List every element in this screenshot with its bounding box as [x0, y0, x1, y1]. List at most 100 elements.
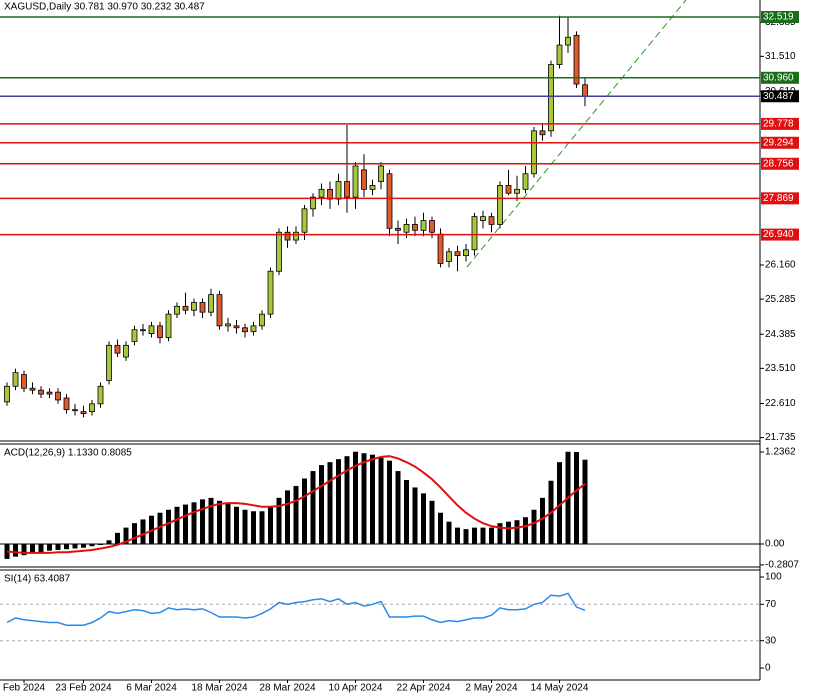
candle-body: [12, 372, 19, 387]
macd-bar: [302, 478, 307, 545]
candle-body: [310, 196, 316, 210]
x-tick-label: 2 May 2024: [465, 683, 518, 694]
candle-body: [488, 216, 495, 225]
macd-bar: [446, 521, 452, 545]
y-tick-label: 70: [765, 599, 777, 610]
candle-body: [72, 409, 78, 412]
level-label: 30.487: [763, 91, 794, 102]
x-tick-label: 28 Mar 2024: [259, 683, 316, 694]
candle-body: [539, 130, 546, 136]
candle-body: [429, 220, 435, 233]
macd-bar: [310, 471, 316, 545]
macd-bar: [370, 454, 375, 545]
macd-bar: [55, 544, 61, 550]
candle-body: [497, 185, 503, 225]
macd-bar: [30, 544, 35, 554]
macd-bar: [115, 532, 120, 545]
macd-bar: [293, 485, 299, 545]
macd-bar: [191, 502, 197, 545]
candle-body: [55, 391, 61, 401]
candle-body: [63, 397, 70, 411]
macd-bar: [285, 490, 290, 545]
candle-body: [89, 403, 95, 413]
macd-bar: [47, 544, 52, 551]
level-label: 30.960: [763, 72, 794, 83]
level-label-box: [761, 192, 799, 205]
rsi-line: [6, 592, 586, 626]
level-label-box: [761, 71, 799, 84]
macd-bar: [582, 459, 588, 545]
macd-bar: [234, 506, 239, 545]
macd-bar: [13, 544, 18, 557]
candle-body: [531, 130, 537, 175]
x-tick-label: 6 Mar 2024: [126, 683, 177, 694]
candle-body: [46, 391, 53, 395]
candle-body: [548, 64, 554, 132]
macd-bar: [319, 465, 324, 545]
macd-bar: [361, 453, 367, 545]
macd-bar: [225, 503, 231, 545]
macd-bar: [123, 527, 129, 545]
macd-bar: [217, 500, 222, 545]
candle-body: [225, 323, 231, 327]
macd-bar: [174, 506, 180, 545]
macd-bar: [106, 540, 112, 545]
macd-bar: [540, 497, 545, 545]
candle-body: [505, 185, 512, 194]
level-label: 28.756: [763, 158, 794, 169]
macd-bar: [81, 544, 86, 548]
candle-body: [165, 313, 172, 338]
y-tick-label: 21.735: [765, 432, 796, 443]
x-tick-label: 23 Feb 2024: [55, 683, 112, 694]
candle-body: [395, 227, 401, 231]
macd-bar: [531, 509, 537, 545]
macd-bar: [166, 509, 171, 545]
macd-bar: [472, 527, 477, 545]
macd-bar: [497, 523, 503, 545]
candle-body: [556, 44, 563, 65]
candle-body: [148, 325, 155, 335]
macd-title: ACD(12,26,9) 1.1330 0.8085: [4, 448, 132, 459]
candle-body: [335, 181, 342, 200]
candle-body: [514, 188, 520, 194]
level-label: 32.519: [763, 12, 794, 23]
signal-line: [6, 455, 586, 554]
macd-bar: [140, 519, 146, 545]
candle-body: [284, 231, 291, 241]
candle-body: [216, 294, 223, 327]
candle-body: [191, 302, 197, 311]
candle-body: [208, 294, 214, 313]
candle-body: [97, 385, 104, 405]
candle-body: [293, 231, 299, 241]
y-tick-label: 23.510: [765, 363, 796, 374]
candle-body: [276, 231, 282, 272]
macd-bar: [404, 480, 409, 545]
candle-body: [471, 216, 478, 251]
candle-body: [267, 270, 274, 315]
level-label-box: [761, 90, 799, 103]
y-tick-label: 100: [765, 572, 782, 583]
macd-bar: [64, 544, 69, 550]
level-label-box: [761, 228, 799, 241]
y-tick-label: 0: [765, 663, 771, 674]
level-label-box: [761, 11, 799, 24]
candle-body: [573, 34, 580, 85]
macd-bar: [89, 544, 95, 547]
macd-bar: [523, 517, 528, 545]
candle-body: [80, 411, 87, 414]
candle-body: [131, 329, 138, 342]
y-tick-label: 24.385: [765, 329, 796, 340]
macd-bar: [336, 459, 341, 545]
macd-bar: [72, 544, 78, 549]
candle-body: [361, 169, 367, 190]
candle-body: [157, 325, 163, 338]
candle-body: [318, 188, 325, 198]
macd-bar: [38, 544, 44, 553]
candle-body: [301, 208, 308, 233]
macd-bar: [327, 462, 333, 545]
y-tick-label: 22.610: [765, 398, 796, 409]
candle-body: [4, 385, 10, 403]
macd-bar: [21, 544, 27, 556]
